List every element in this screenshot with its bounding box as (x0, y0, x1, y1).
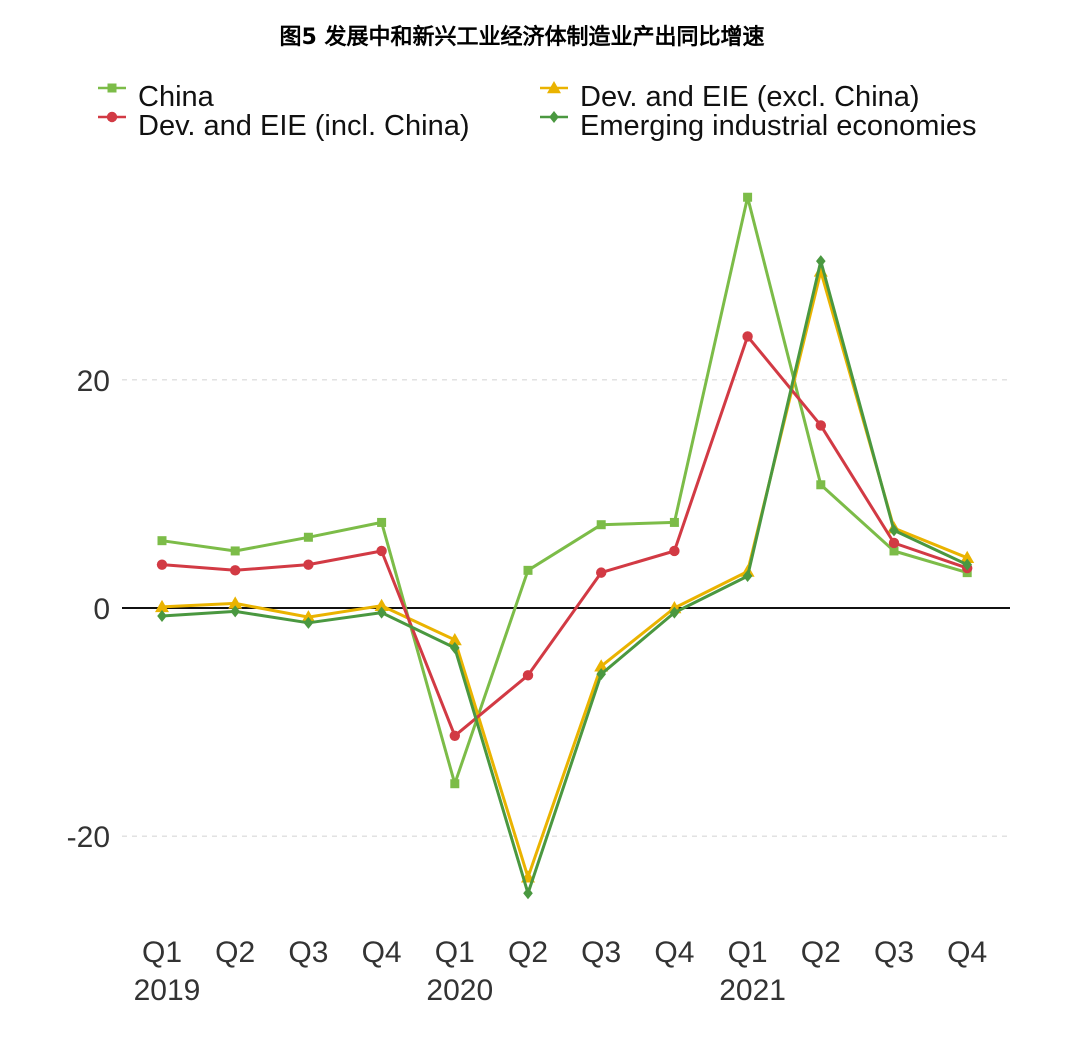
data-point (888, 537, 900, 549)
data-point (669, 517, 679, 527)
x-tick-label: Q3 (288, 936, 328, 969)
data-point (157, 609, 167, 622)
series-line (161, 334, 968, 738)
data-point (815, 420, 826, 431)
legend-marker-triangle (547, 81, 561, 94)
series-line (161, 269, 968, 879)
legend-label: Dev. and EIE (excl. China) (580, 81, 920, 113)
data-point (742, 331, 753, 342)
data-point (523, 887, 533, 900)
data-point (303, 559, 314, 570)
data-point (596, 520, 606, 530)
data-point (449, 730, 460, 741)
data-point (377, 517, 387, 527)
series-square (157, 192, 972, 789)
data-point (301, 610, 316, 623)
data-point (594, 659, 609, 672)
legend-label: Emerging industrial economies (580, 110, 977, 142)
x-tick-label: Q1 (728, 936, 768, 969)
x-tick-label: Q2 (801, 936, 841, 969)
series-line (161, 259, 968, 895)
legend-label: Dev. and EIE (incl. China) (138, 110, 470, 142)
series-line (161, 195, 968, 786)
x-tick-label: Q2 (508, 936, 548, 969)
legend-marker-square (107, 83, 117, 93)
data-point (450, 779, 460, 789)
legend-item: Dev. and EIE (incl. China) (98, 110, 470, 142)
data-point (157, 536, 167, 546)
legend-item: China (98, 81, 215, 113)
data-point (374, 598, 389, 611)
x-tick-label: Q3 (581, 936, 621, 969)
x-tick-label: Q4 (654, 936, 694, 969)
data-point (596, 668, 606, 681)
y-tick-label: 0 (93, 593, 110, 626)
legend-item: Emerging industrial economies (540, 110, 977, 142)
data-point (523, 565, 533, 575)
data-point (155, 599, 169, 613)
data-point (376, 545, 387, 557)
legend-marker-diamond (549, 111, 559, 123)
grid (122, 379, 1010, 837)
x-axis: Q1 Q2 Q3 Q4 Q1 Q2 Q3 Q4 Q1 Q2 Q3 Q4 2019 2020 2021 (134, 936, 988, 1007)
y-tick-label: 20 (77, 365, 110, 398)
data-point (230, 546, 240, 556)
data-point (230, 605, 240, 618)
legend-marker-circle (106, 111, 118, 123)
data-point (816, 480, 826, 490)
data-point (743, 192, 753, 202)
x-tick-label: Q4 (947, 936, 987, 969)
data-point (522, 670, 534, 681)
data-point (596, 567, 607, 578)
data-point (742, 570, 753, 583)
legend: China Dev. and EIE (excl. China) Dev. and … (98, 81, 977, 142)
y-tick-label: -20 (67, 821, 110, 854)
data-point (228, 596, 243, 609)
x-tick-label: Q1 (142, 936, 182, 969)
data-point (962, 558, 972, 571)
data-point (447, 632, 462, 646)
data-point (303, 616, 314, 629)
data-point (669, 606, 680, 619)
data-point (960, 550, 975, 564)
x-year-label: 2019 (134, 974, 201, 1007)
legend-item: Dev. and EIE (excl. China) (540, 81, 920, 113)
x-tick-label: Q4 (362, 936, 402, 969)
legend-label: China (138, 81, 215, 113)
x-tick-label: Q1 (435, 936, 475, 969)
x-tick-label: Q3 (874, 936, 914, 969)
x-year-label: 2020 (426, 974, 493, 1007)
data-point (816, 255, 826, 268)
x-tick-label: Q2 (215, 936, 255, 969)
y-axis: -20 0 20 (67, 365, 110, 854)
series-group (155, 192, 975, 900)
x-year-label: 2021 (719, 974, 786, 1007)
series-diamond (157, 255, 972, 900)
data-point (303, 532, 313, 542)
data-point (450, 641, 460, 654)
data-point (230, 565, 241, 576)
data-point (889, 524, 899, 537)
data-point (376, 606, 387, 619)
data-point (889, 546, 899, 556)
chart-title: 图5 发展中和新兴工业经济体制造业产出同比增速 (280, 24, 765, 50)
series-triangle (155, 264, 975, 883)
series-circle (156, 331, 973, 741)
data-point (669, 545, 680, 557)
data-point (156, 559, 168, 570)
